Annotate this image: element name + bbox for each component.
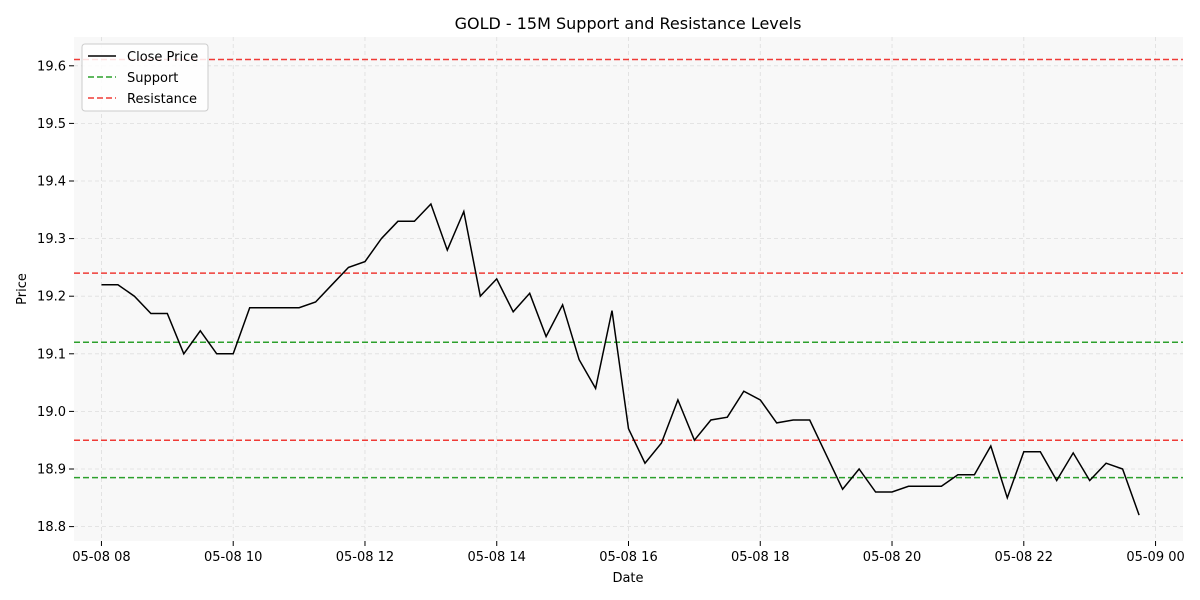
legend-label-support: Support bbox=[127, 71, 178, 86]
y-tick-label: 19.2 bbox=[37, 290, 66, 305]
x-tick-label: 05-08 12 bbox=[336, 550, 394, 565]
legend-label-resistance: Resistance bbox=[127, 92, 197, 107]
y-tick-label: 19.5 bbox=[37, 117, 66, 132]
y-axis: 18.8 18.9 19.0 19.1 19.2 19.3 19.4 19.5 19.6 bbox=[37, 59, 74, 535]
x-tick-label: 05-09 00 bbox=[1126, 550, 1184, 565]
y-tick-label: 18.9 bbox=[37, 463, 66, 478]
y-tick-label: 19.1 bbox=[37, 347, 66, 362]
y-tick-label: 19.6 bbox=[37, 59, 66, 74]
x-axis: 05-08 08 05-08 10 05-08 12 05-08 14 05-08 16… bbox=[72, 541, 1185, 565]
x-tick-label: 05-08 16 bbox=[599, 550, 657, 565]
support-resistance-levels bbox=[74, 58, 1183, 479]
x-tick-label: 05-08 14 bbox=[468, 550, 526, 565]
x-tick-label: 05-08 22 bbox=[995, 550, 1053, 565]
x-axis-label: Date bbox=[612, 571, 643, 586]
y-tick-label: 19.0 bbox=[37, 405, 66, 420]
y-axis-label: Price bbox=[15, 273, 30, 305]
x-tick-label: 05-08 20 bbox=[863, 550, 921, 565]
close-price-line bbox=[101, 202, 1140, 516]
x-tick-label: 05-08 08 bbox=[72, 550, 130, 565]
y-tick-label: 18.8 bbox=[37, 520, 66, 535]
chart-title: GOLD - 15M Support and Resistance Levels bbox=[455, 14, 802, 33]
legend-box bbox=[81, 43, 209, 112]
x-tick-label: 05-08 10 bbox=[204, 550, 262, 565]
y-tick-label: 19.4 bbox=[37, 175, 66, 190]
legend: Close Price Support Resistance bbox=[81, 43, 209, 112]
legend-label-close-price: Close Price bbox=[127, 50, 198, 65]
y-tick-label: 19.3 bbox=[37, 232, 66, 247]
x-tick-label: 05-08 18 bbox=[731, 550, 789, 565]
